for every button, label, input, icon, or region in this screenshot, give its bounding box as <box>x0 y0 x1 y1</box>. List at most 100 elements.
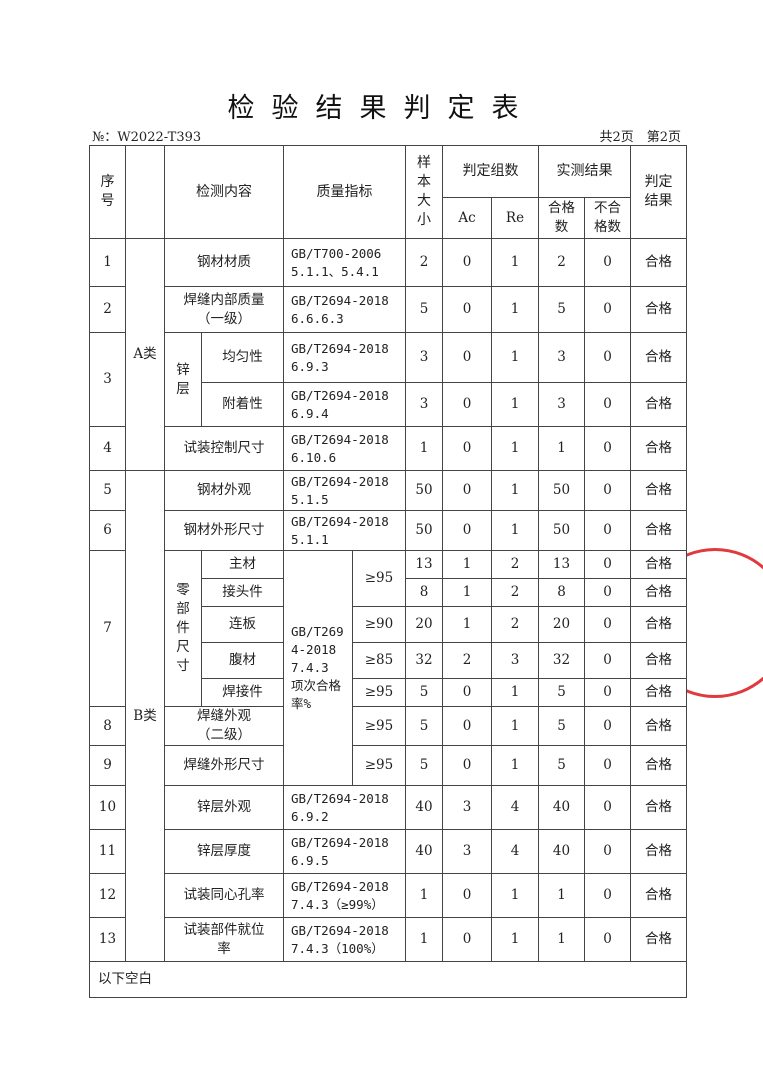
header-subrow: Ac Re 合格 数 不合 格数 <box>90 197 687 239</box>
standard-cell: GB/T2694-2018 6.6.6.3 <box>283 286 406 333</box>
seq-cell: 12 <box>89 873 126 918</box>
sample-cell: 40 <box>405 829 443 874</box>
standard-cell: GB/T700-2006 5.1.1、5.4.1 <box>283 238 406 287</box>
ac-cell: 1 <box>442 606 492 643</box>
standard-cell: GB/T2694-2018 5.1.5 <box>283 470 406 511</box>
re-cell: 1 <box>491 332 539 383</box>
ac-cell: 0 <box>442 706 492 746</box>
category-a: A类 <box>125 238 165 471</box>
sample-cell: 1 <box>405 426 443 471</box>
ac-cell: 0 <box>442 382 492 427</box>
sample-cell: 2 <box>405 238 443 287</box>
standard-cell: GB/T2694-2018 6.9.5 <box>283 829 406 874</box>
re-cell: 1 <box>491 873 539 918</box>
fail-cell: 0 <box>584 829 631 874</box>
item-cell: 腹材 <box>201 642 284 679</box>
fail-cell: 0 <box>584 550 631 579</box>
seq-cell: 13 <box>89 917 126 962</box>
re-cell: 4 <box>491 785 539 830</box>
ac-cell: 0 <box>442 470 492 511</box>
header-item: 检测内容 <box>164 145 284 239</box>
header-seq: 序 号 <box>89 145 126 239</box>
header-sample: 样 本 大 小 <box>405 145 443 239</box>
fail-cell: 0 <box>584 332 631 383</box>
ac-cell: 3 <box>442 785 492 830</box>
fail-cell: 0 <box>584 642 631 679</box>
item-cell: 均匀性 <box>201 332 284 383</box>
ac-cell: 0 <box>442 426 492 471</box>
result-cell: 合格 <box>630 678 687 707</box>
seq-cell: 4 <box>89 426 126 471</box>
pass-cell: 3 <box>538 332 585 383</box>
fail-cell: 0 <box>584 578 631 607</box>
pass-cell: 40 <box>538 829 585 874</box>
result-cell: 合格 <box>630 917 687 962</box>
sample-cell: 5 <box>405 286 443 333</box>
re-cell: 4 <box>491 829 539 874</box>
table-row: 接头件 8 1 2 8 0 合格 <box>90 578 687 607</box>
pass-cell: 8 <box>538 578 585 607</box>
header-measured: 实测结果 <box>538 145 631 198</box>
result-cell: 合格 <box>630 706 687 746</box>
sample-cell: 5 <box>405 706 443 746</box>
pass-cell: 5 <box>538 678 585 707</box>
result-cell: 合格 <box>630 238 687 287</box>
fail-cell: 0 <box>584 917 631 962</box>
table-row: 9 焊缝外形尺寸 ≥95 5 0 1 5 0 合格 <box>89 745 687 786</box>
result-cell: 合格 <box>630 426 687 471</box>
result-cell: 合格 <box>630 606 687 643</box>
threshold-cell: ≥90 <box>352 606 406 643</box>
fail-cell: 0 <box>584 510 631 551</box>
standard-cell: GB/T2694-2018 6.9.2 <box>283 785 406 830</box>
group-zinc-layer: 锌 层 <box>164 332 202 427</box>
document-title: 检验结果判定表 <box>227 93 536 124</box>
ac-cell: 0 <box>442 238 492 287</box>
result-cell: 合格 <box>630 829 687 874</box>
item-cell: 焊缝内部质量 （一级） <box>164 286 284 333</box>
item-cell: 试装控制尺寸 <box>164 426 284 471</box>
ac-cell: 1 <box>442 550 492 579</box>
ac-cell: 0 <box>442 745 492 786</box>
ac-cell: 0 <box>442 332 492 383</box>
header-judge-group: 判定组数 <box>442 145 539 198</box>
fail-cell: 0 <box>584 606 631 643</box>
table-row: 4 试装控制尺寸 GB/T2694-2018 6.10.6 1 0 1 1 0 合格 <box>89 426 687 471</box>
item-cell: 试装部件就位 率 <box>164 917 284 962</box>
pass-cell: 5 <box>538 745 585 786</box>
fail-cell: 0 <box>584 785 631 830</box>
table-row: 13 试装部件就位 率 GB/T2694-2018 7.4.3（100%） 1 0 1 1 0… <box>89 917 687 962</box>
document-number: №：W2022-T393 <box>92 130 202 145</box>
table-row: 11 锌层厚度 GB/T2694-2018 6.9.5 40 3 4 40 0 合格 <box>89 829 687 874</box>
ac-cell: 0 <box>442 510 492 551</box>
result-cell: 合格 <box>630 550 687 579</box>
header-ac: Ac <box>442 197 492 239</box>
fail-cell: 0 <box>584 678 631 707</box>
re-cell: 1 <box>491 510 539 551</box>
ac-cell: 0 <box>442 678 492 707</box>
sample-cell: 8 <box>405 578 443 607</box>
sample-cell: 5 <box>405 678 443 707</box>
re-cell: 1 <box>491 238 539 287</box>
sample-cell: 1 <box>405 873 443 918</box>
sample-cell: 3 <box>405 382 443 427</box>
header-re: Re <box>491 197 539 239</box>
category-b: B类 <box>125 470 165 962</box>
result-cell: 合格 <box>630 510 687 551</box>
seq-cell: 11 <box>89 829 126 874</box>
seq-cell: 9 <box>89 745 126 786</box>
seq-cell: 1 <box>89 238 126 287</box>
ac-cell: 1 <box>442 578 492 607</box>
standard-cell: GB/T2694-2018 5.1.1 <box>283 510 406 551</box>
fail-cell: 0 <box>584 745 631 786</box>
seq-cell: 10 <box>89 785 126 830</box>
table-row: 12 试装同心孔率 GB/T2694-2018 7.4.3（≥99%） 1 0 1 1 0 合格 <box>89 873 687 918</box>
table-row: 附着性 GB/T2694-2018 6.9.4 3 0 1 3 0 合格 <box>90 382 687 427</box>
pass-cell: 1 <box>538 426 585 471</box>
seq-cell: 7 <box>89 550 126 707</box>
seq-cell: 2 <box>89 286 126 333</box>
item-cell: 钢材外观 <box>164 470 284 511</box>
result-cell: 合格 <box>630 332 687 383</box>
seq-cell: 8 <box>89 706 126 746</box>
pass-cell: 50 <box>538 470 585 511</box>
sample-cell: 20 <box>405 606 443 643</box>
